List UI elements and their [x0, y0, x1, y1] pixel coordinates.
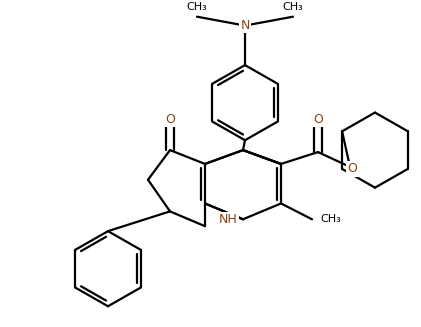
Text: CH₃: CH₃	[320, 214, 341, 224]
Text: N: N	[240, 19, 250, 32]
Text: CH₃: CH₃	[282, 2, 304, 12]
Text: NH: NH	[219, 213, 238, 226]
Text: CH₃: CH₃	[187, 2, 208, 12]
Text: O: O	[347, 163, 357, 175]
Text: O: O	[165, 113, 175, 126]
Text: O: O	[313, 113, 323, 126]
